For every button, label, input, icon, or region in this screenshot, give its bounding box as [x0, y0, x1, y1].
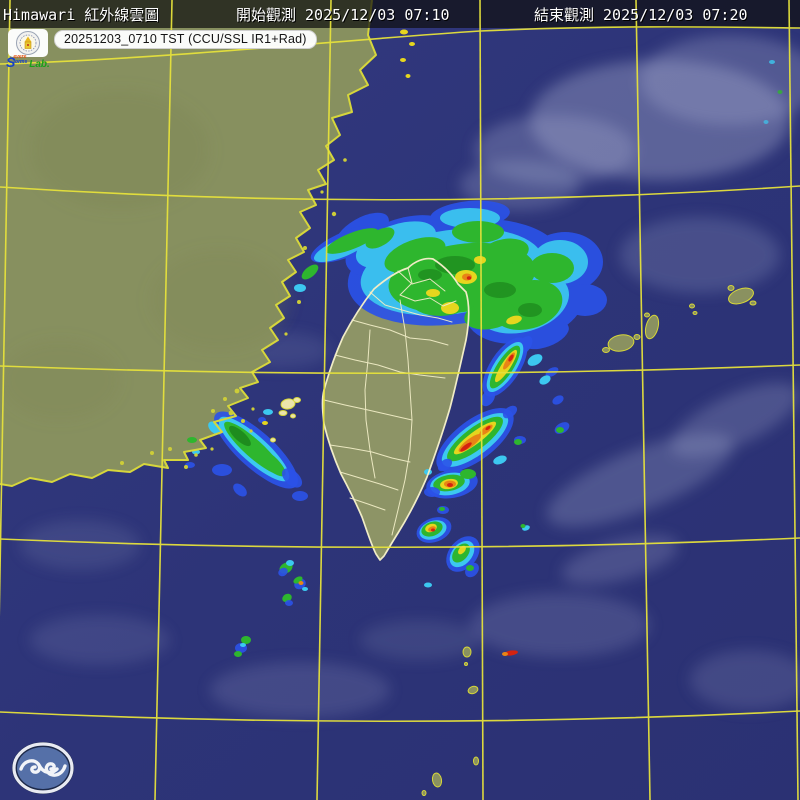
radar-echoes: [185, 29, 783, 657]
lab-initial: S: [6, 54, 16, 70]
agency-logo: [11, 741, 75, 800]
product-label: 20251203_0710 TST (CCU/SSL IR1+Rad): [54, 30, 317, 49]
image-title: Himawari 紅外線雲圖: [3, 6, 160, 24]
start-observation-time: 開始觀測 2025/12/03 07:10: [236, 6, 450, 24]
coastal-islets: [120, 158, 347, 469]
product-label-text: 20251203_0710 TST (CCU/SSL IR1+Rad): [64, 32, 307, 46]
university-seal-icon: [16, 31, 40, 55]
thin-cloud-haze: [20, 35, 800, 718]
lab-logo: [8, 29, 48, 57]
topbar-background: [0, 0, 800, 28]
offshore-islands: [270, 285, 757, 796]
end-observation-time: 結束觀測 2025/12/03 07:20: [534, 6, 748, 24]
yaeyama-islands: [602, 285, 757, 353]
lab-suffix: Lab.: [29, 59, 50, 70]
china-coastline: [0, 0, 377, 487]
penghu-islands: [270, 397, 301, 443]
lab-word-bottom: torms: [13, 59, 28, 65]
weather-agency-swirl-icon: [12, 742, 74, 794]
green-orchid-islands: [462, 646, 479, 695]
lab-word-top: evere: [13, 54, 27, 60]
top-info-bar: Himawari 紅外線雲圖 開始觀測 2025/12/03 07:10 結束觀…: [0, 0, 800, 28]
batanes-islands: [421, 756, 479, 796]
taiwan-island: [322, 258, 469, 560]
china-land-texture: [0, 90, 290, 420]
taiwan-borders: [321, 257, 470, 561]
